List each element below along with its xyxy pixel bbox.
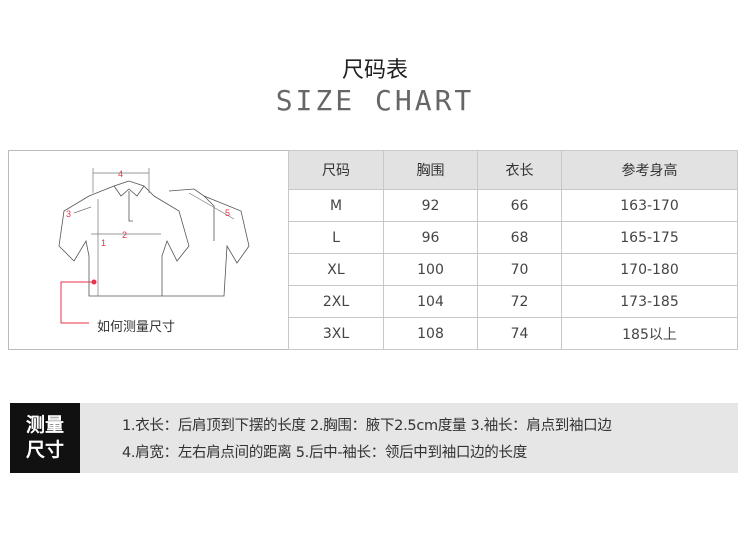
cell-height: 173-185: [561, 285, 738, 318]
note-line-1: 1.衣长：后肩顶到下摆的长度 2.胸围：腋下2.5cm度量 3.袖长：肩点到袖口…: [122, 418, 612, 434]
cell-chest: 100: [383, 253, 478, 286]
measurement-notes: 测量 尺寸 1.衣长：后肩顶到下摆的长度 2.胸围：腋下2.5cm度量 3.袖长…: [10, 403, 738, 473]
table-row: M 92 66 163-170: [288, 189, 738, 222]
cell-length: 72: [477, 285, 562, 318]
cell-chest: 108: [383, 317, 478, 350]
label-line-1: 测量: [25, 414, 64, 436]
note-line-2: 4.肩宽：左右肩点间的距离 5.后中-袖长：领后中到袖口边的长度: [122, 445, 527, 461]
page-title: 尺码表: [341, 58, 408, 83]
measurement-label: 测量 尺寸: [10, 403, 80, 473]
cell-length: 70: [477, 253, 562, 286]
label-line-2: 尺寸: [25, 439, 64, 461]
table-row: 3XL 108 74 185以上: [288, 317, 738, 350]
cell-length: 66: [477, 189, 562, 222]
marker-1: 1: [101, 238, 106, 248]
header-size: 尺码: [288, 150, 384, 190]
how-to-measure-caption: 如何测量尺寸: [97, 320, 176, 335]
marker-2: 2: [122, 230, 127, 240]
marker-5: 5: [225, 208, 230, 218]
page-subtitle: SIZE CHART: [275, 84, 475, 117]
cell-size: L: [288, 221, 384, 254]
cell-size: 3XL: [288, 317, 384, 350]
table-header-row: 尺码 胸围 衣长 参考身高: [288, 150, 738, 190]
marker-3: 3: [66, 209, 71, 219]
header-height: 参考身高: [561, 150, 738, 190]
cell-chest: 96: [383, 221, 478, 254]
header-length: 衣长: [477, 150, 562, 190]
cell-size: XL: [288, 253, 384, 286]
table-row: XL 100 70 170-180: [288, 253, 738, 286]
cell-chest: 104: [383, 285, 478, 318]
cell-size: 2XL: [288, 285, 384, 318]
cell-height: 163-170: [561, 189, 738, 222]
cell-length: 74: [477, 317, 562, 350]
size-table: 尺码 胸围 衣长 参考身高 M 92 66 163-170 L 96 68 165-175 XL…: [288, 150, 738, 350]
marker-4: 4: [118, 169, 123, 179]
cell-size: M: [288, 189, 384, 222]
cell-height: 170-180: [561, 253, 738, 286]
header-chest: 胸围: [383, 150, 478, 190]
table-row: 2XL 104 72 173-185: [288, 285, 738, 318]
cell-height: 185以上: [561, 317, 738, 350]
size-chart-panel: 4 2 3 1 5 如何测量尺寸 尺码 胸围 衣长 参考身高 M 92 66 163-…: [8, 150, 738, 350]
cell-length: 68: [477, 221, 562, 254]
measurement-diagram: 4 2 3 1 5 如何测量尺寸: [9, 151, 287, 349]
cell-chest: 92: [383, 189, 478, 222]
table-row: L 96 68 165-175: [288, 221, 738, 254]
cell-height: 165-175: [561, 221, 738, 254]
shirt-illustration: 4 2 3 1 5: [58, 168, 250, 324]
